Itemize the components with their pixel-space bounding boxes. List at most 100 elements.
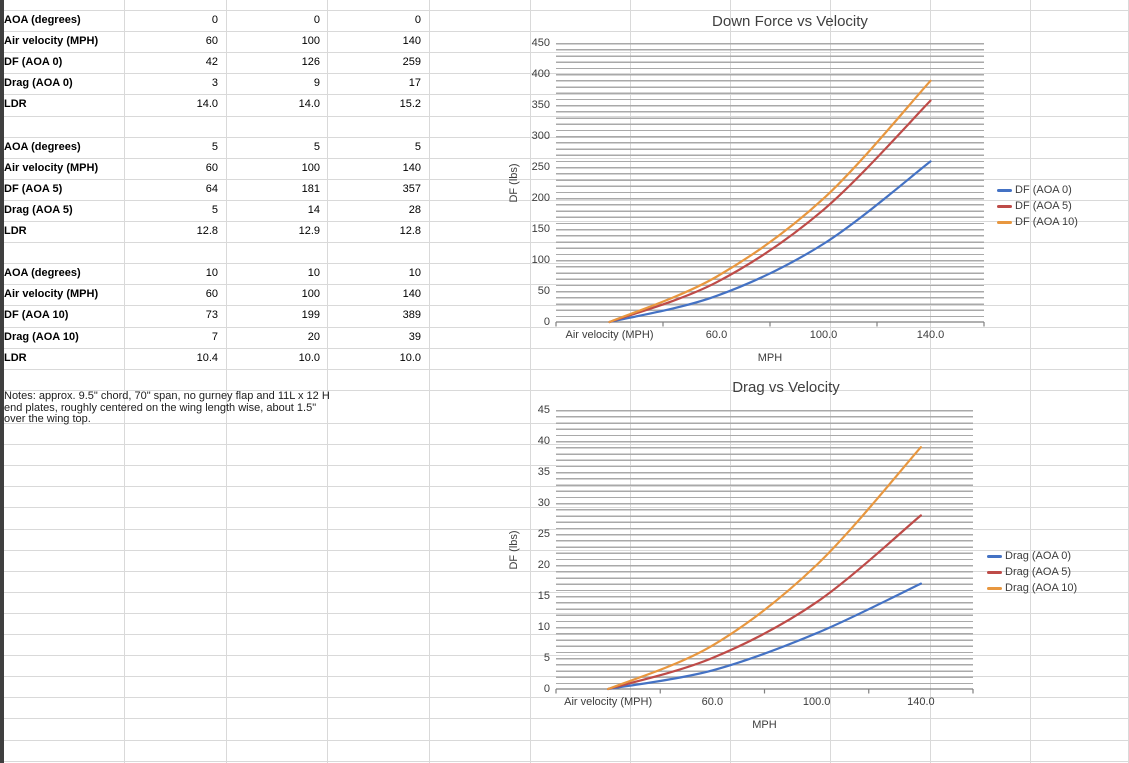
drag-chart-y-axis-title: DF (lbs) bbox=[508, 529, 520, 570]
table-cell-value[interactable]: 5 bbox=[414, 140, 421, 153]
table-cell-label[interactable]: AOA (degrees) bbox=[4, 140, 81, 153]
sheet-gridline bbox=[0, 389, 1129, 391]
sheet-gridline bbox=[429, 0, 430, 763]
table-cell-value[interactable]: 7 bbox=[211, 330, 218, 343]
downforce-chart-legend-item[interactable]: DF (AOA 0) bbox=[997, 183, 1072, 197]
drag-chart-xtick-label: Air velocity (MPH) bbox=[564, 696, 653, 708]
downforce-chart-title: Down Force vs Velocity bbox=[712, 13, 868, 30]
table-cell-value[interactable]: 140 bbox=[402, 288, 421, 301]
drag-chart-legend-item[interactable]: Drag (AOA 5) bbox=[987, 565, 1071, 579]
table-cell-label[interactable] bbox=[0, 116, 126, 137]
table-cell-value[interactable] bbox=[230, 242, 320, 263]
table-cell-label[interactable]: AOA (degrees) bbox=[4, 14, 81, 26]
table-cell-value[interactable]: 39 bbox=[408, 330, 421, 343]
table-cell-label[interactable]: Drag (AOA 0) bbox=[4, 77, 73, 90]
table-cell-value[interactable] bbox=[128, 116, 218, 137]
drag-chart-ytick-label: 20 bbox=[537, 559, 550, 571]
drag-chart-xtick-label: 60.0 bbox=[701, 696, 724, 708]
drag-chart-title: Drag vs Velocity bbox=[732, 379, 840, 396]
table-cell-value[interactable]: 14.0 bbox=[298, 98, 320, 111]
table-cell-label[interactable]: DF (AOA 0) bbox=[4, 56, 63, 69]
sheet-gridline bbox=[226, 0, 227, 763]
table-cell-value[interactable]: 0 bbox=[414, 14, 421, 26]
sheet-gridline bbox=[0, 718, 1129, 720]
table-cell-value[interactable] bbox=[331, 242, 421, 263]
downforce-chart-xtick-label: 60.0 bbox=[705, 329, 728, 341]
table-cell-label[interactable]: Air velocity (MPH) bbox=[4, 161, 99, 174]
table-cell-value[interactable]: 199 bbox=[301, 309, 320, 322]
table-cell-value[interactable]: 259 bbox=[402, 56, 421, 69]
table-cell-value[interactable]: 0 bbox=[211, 14, 218, 26]
table-cell-value[interactable]: 10.0 bbox=[298, 351, 320, 364]
table-cell-value[interactable] bbox=[128, 242, 218, 263]
table-cell-value[interactable]: 10 bbox=[307, 267, 320, 280]
sheet-gridline bbox=[0, 31, 1129, 33]
table-cell-value[interactable]: 389 bbox=[402, 309, 421, 322]
table-cell-value[interactable]: 140 bbox=[402, 35, 421, 48]
table-cell-label[interactable]: Air velocity (MPH) bbox=[4, 288, 99, 301]
table-cell-value[interactable]: 60 bbox=[205, 35, 218, 48]
sheet-gridline bbox=[0, 347, 1129, 349]
table-cell-value[interactable]: 5 bbox=[211, 203, 218, 216]
table-cell-value[interactable]: 15.2 bbox=[399, 98, 421, 111]
table-cell-value[interactable]: 17 bbox=[408, 77, 421, 90]
table-cell-value[interactable]: 5 bbox=[211, 140, 218, 153]
table-cell-value[interactable]: 100 bbox=[301, 35, 320, 48]
sheet-gridline bbox=[327, 0, 328, 763]
table-cell-label[interactable]: Drag (AOA 5) bbox=[4, 203, 73, 216]
table-cell-value[interactable]: 357 bbox=[402, 182, 421, 195]
table-cell-label[interactable] bbox=[0, 242, 126, 263]
downforce-chart-legend-item[interactable]: DF (AOA 5) bbox=[997, 199, 1072, 213]
drag-chart-xtick-label: 100.0 bbox=[802, 696, 831, 708]
table-cell-value[interactable]: 10.4 bbox=[196, 351, 218, 364]
table-cell-value[interactable]: 20 bbox=[307, 330, 320, 343]
sheet-gridline bbox=[124, 0, 125, 763]
sheet-gridline bbox=[1030, 0, 1031, 763]
table-cell-value[interactable]: 14.0 bbox=[196, 98, 218, 111]
table-cell-value[interactable]: 42 bbox=[205, 56, 218, 69]
table-cell-value[interactable]: 12.8 bbox=[196, 225, 218, 237]
table-cell-label[interactable]: LDR bbox=[4, 351, 27, 364]
drag-chart-ytick-label: 40 bbox=[537, 435, 550, 447]
table-cell-value[interactable]: 140 bbox=[402, 161, 421, 174]
table-cell-label[interactable]: AOA (degrees) bbox=[4, 267, 81, 280]
table-cell-value[interactable]: 3 bbox=[211, 77, 218, 90]
sheet-gridline bbox=[530, 0, 531, 763]
drag-chart-legend-item[interactable]: Drag (AOA 0) bbox=[987, 549, 1071, 563]
table-cell-value[interactable] bbox=[230, 116, 320, 137]
table-cell-value[interactable]: 64 bbox=[205, 182, 218, 195]
table-cell-value[interactable]: 12.9 bbox=[298, 225, 320, 237]
table-cell-label[interactable]: Drag (AOA 10) bbox=[4, 330, 79, 343]
table-cell-value[interactable]: 14 bbox=[307, 203, 320, 216]
drag-chart-legend-item[interactable]: Drag (AOA 10) bbox=[987, 581, 1077, 595]
table-cell-value[interactable]: 126 bbox=[301, 56, 320, 69]
drag-chart-ytick-label: 45 bbox=[537, 404, 550, 416]
downforce-chart-legend-item[interactable]: DF (AOA 10) bbox=[997, 215, 1078, 229]
table-cell-value[interactable]: 9 bbox=[313, 77, 320, 90]
table-cell-value[interactable]: 100 bbox=[301, 288, 320, 301]
table-cell-value[interactable]: 10.0 bbox=[399, 351, 421, 364]
table-cell-value[interactable]: 0 bbox=[313, 14, 320, 26]
table-cell-label[interactable]: LDR bbox=[4, 225, 27, 237]
table-cell-label[interactable]: DF (AOA 5) bbox=[4, 182, 63, 195]
downforce-chart-legend-label: DF (AOA 5) bbox=[1015, 200, 1072, 212]
table-cell-value[interactable]: 100 bbox=[301, 161, 320, 174]
table-cell-value[interactable]: 73 bbox=[205, 309, 218, 322]
table-cell-label[interactable]: DF (AOA 10) bbox=[4, 309, 69, 322]
table-cell-value[interactable]: 28 bbox=[408, 203, 421, 216]
table-cell-value[interactable]: 181 bbox=[301, 182, 320, 195]
table-cell-value[interactable]: 10 bbox=[408, 267, 421, 280]
downforce-chart-y-axis-title: DF (lbs) bbox=[508, 162, 520, 203]
downforce-chart-legend-label: DF (AOA 10) bbox=[1015, 216, 1078, 228]
table-cell-label[interactable]: LDR bbox=[4, 98, 27, 111]
table-cell-value[interactable]: 10 bbox=[205, 267, 218, 280]
downforce-chart-ytick-label: 50 bbox=[537, 285, 550, 297]
notes-cell[interactable]: Notes: approx. 9.5" chord, 70" span, no … bbox=[4, 390, 330, 425]
table-cell-value[interactable]: 12.8 bbox=[399, 225, 421, 237]
table-cell-value[interactable]: 5 bbox=[313, 140, 320, 153]
table-cell-value[interactable]: 60 bbox=[205, 288, 218, 301]
table-cell-label[interactable]: Air velocity (MPH) bbox=[4, 35, 99, 48]
table-cell-value[interactable]: 60 bbox=[205, 161, 218, 174]
table-cell-value[interactable] bbox=[331, 116, 421, 137]
